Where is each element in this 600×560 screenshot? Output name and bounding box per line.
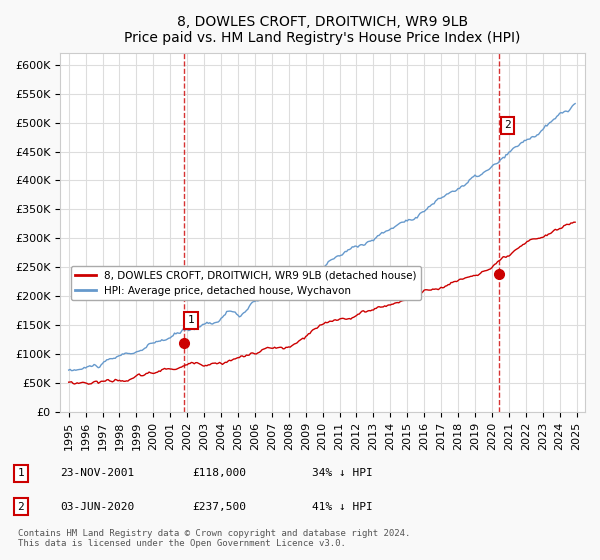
Text: 2: 2 bbox=[17, 502, 25, 512]
Text: Contains HM Land Registry data © Crown copyright and database right 2024.
This d: Contains HM Land Registry data © Crown c… bbox=[18, 529, 410, 548]
Title: 8, DOWLES CROFT, DROITWICH, WR9 9LB
Price paid vs. HM Land Registry's House Pric: 8, DOWLES CROFT, DROITWICH, WR9 9LB Pric… bbox=[124, 15, 521, 45]
Text: 1: 1 bbox=[188, 315, 194, 325]
Text: 03-JUN-2020: 03-JUN-2020 bbox=[60, 502, 134, 512]
Legend: 8, DOWLES CROFT, DROITWICH, WR9 9LB (detached house), HPI: Average price, detach: 8, DOWLES CROFT, DROITWICH, WR9 9LB (det… bbox=[71, 267, 421, 300]
Text: 41% ↓ HPI: 41% ↓ HPI bbox=[312, 502, 373, 512]
Text: £118,000: £118,000 bbox=[192, 468, 246, 478]
Text: 2: 2 bbox=[504, 120, 511, 130]
Text: 34% ↓ HPI: 34% ↓ HPI bbox=[312, 468, 373, 478]
Text: £237,500: £237,500 bbox=[192, 502, 246, 512]
Text: 1: 1 bbox=[17, 468, 25, 478]
Text: 23-NOV-2001: 23-NOV-2001 bbox=[60, 468, 134, 478]
